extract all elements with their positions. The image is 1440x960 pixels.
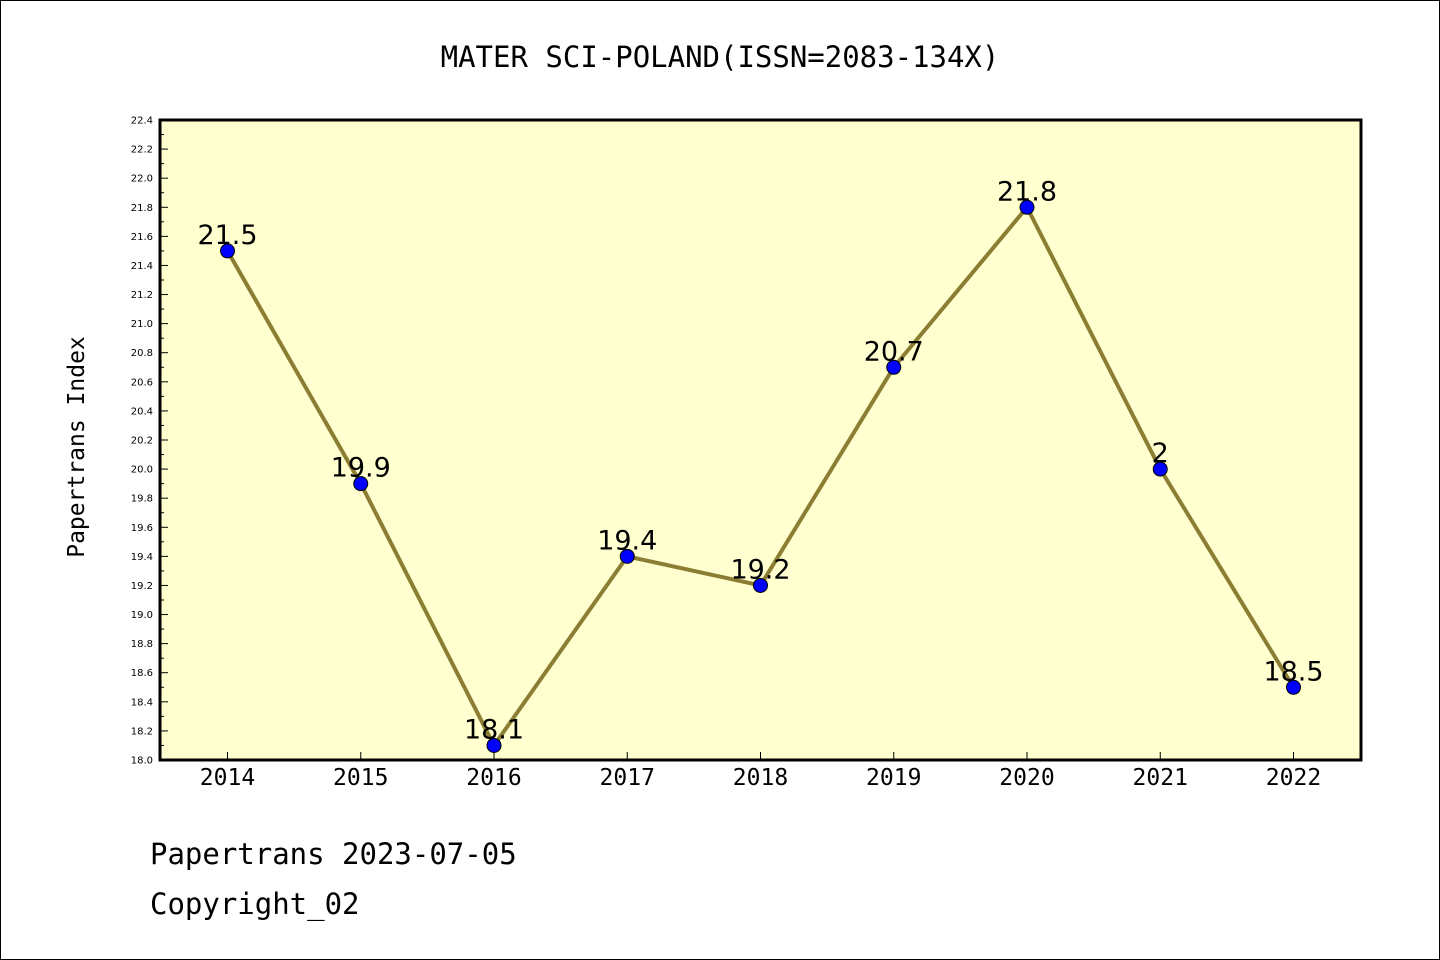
x-tick-label: 2019 bbox=[866, 765, 921, 791]
x-axis: 2014 2015 2016 2017 2018 2019 2020 2021 2022 bbox=[200, 752, 1321, 791]
y-tick-label: 21.2 bbox=[131, 290, 153, 301]
y-tick-label: 21.4 bbox=[131, 261, 153, 272]
data-label: 2 bbox=[1152, 438, 1169, 469]
y-tick-label: 18.2 bbox=[131, 726, 153, 737]
y-tick-label: 19.0 bbox=[131, 610, 153, 621]
chart-title: MATER SCI-POLAND(ISSN=2083-134X) bbox=[441, 40, 1000, 74]
data-point bbox=[1152, 461, 1168, 477]
footer-copyright: Copyright_02 bbox=[150, 887, 360, 922]
x-tick-label: 2021 bbox=[1133, 765, 1188, 791]
y-tick-label: 19.2 bbox=[131, 581, 153, 592]
y-axis-label: Papertrans Index bbox=[64, 336, 90, 558]
x-tick-label: 2015 bbox=[333, 765, 388, 791]
data-label: 19.9 bbox=[331, 453, 391, 484]
data-points bbox=[220, 199, 1301, 753]
y-tick-label: 18.0 bbox=[131, 756, 153, 767]
y-axis: 18.0 18.2 18.4 18.6 18.8 19.0 19.2 19.4 19.6 19.8… bbox=[131, 116, 168, 767]
data-label: 21.8 bbox=[997, 176, 1057, 207]
data-point bbox=[353, 476, 369, 492]
x-tick-label: 2020 bbox=[999, 765, 1054, 791]
data-point bbox=[1286, 679, 1301, 695]
x-tick-label: 2018 bbox=[733, 765, 788, 791]
y-tick-label: 18.6 bbox=[131, 668, 153, 679]
y-tick-label: 20.0 bbox=[131, 465, 153, 476]
data-point bbox=[619, 548, 635, 564]
x-tick-label: 2016 bbox=[466, 765, 521, 791]
y-tick-label: 20.6 bbox=[131, 377, 153, 388]
y-tick-label: 18.4 bbox=[131, 697, 153, 708]
y-tick-label: 20.4 bbox=[131, 406, 153, 417]
data-point bbox=[753, 577, 768, 593]
data-label: 20.7 bbox=[864, 336, 924, 367]
data-point bbox=[1019, 199, 1035, 215]
y-tick-label: 21.6 bbox=[131, 232, 153, 243]
y-tick-label: 22.0 bbox=[131, 174, 153, 185]
data-label: 19.4 bbox=[597, 525, 657, 556]
y-tick-label: 19.6 bbox=[131, 523, 153, 534]
y-tick-label: 22.2 bbox=[131, 145, 153, 156]
data-label: 18.5 bbox=[1263, 656, 1323, 687]
y-tick-label: 18.8 bbox=[131, 639, 153, 650]
data-labels: 21.5 19.9 18.1 19.4 19.2 20.7 21.8 2 18.5 bbox=[197, 176, 1323, 745]
x-tick-label: 2014 bbox=[200, 765, 255, 791]
y-tick-label: 20.2 bbox=[131, 436, 153, 447]
data-point bbox=[220, 243, 235, 259]
y-tick-label: 19.8 bbox=[131, 494, 153, 505]
y-tick-label: 20.8 bbox=[131, 348, 153, 359]
plot-area bbox=[158, 118, 1363, 762]
data-point bbox=[486, 737, 502, 753]
y-tick-label: 19.4 bbox=[131, 552, 153, 563]
data-label: 19.2 bbox=[730, 554, 790, 585]
y-tick-label: 21.0 bbox=[131, 319, 153, 330]
data-label: 18.1 bbox=[464, 714, 524, 745]
data-point bbox=[886, 359, 902, 375]
data-label: 21.5 bbox=[197, 220, 257, 251]
y-tick-label: 22.4 bbox=[131, 116, 153, 127]
footer-date: Papertrans 2023-07-05 bbox=[150, 837, 517, 871]
x-tick-label: 2022 bbox=[1266, 765, 1321, 791]
x-tick-label: 2017 bbox=[600, 765, 655, 791]
y-tick-label: 21.8 bbox=[131, 203, 153, 214]
